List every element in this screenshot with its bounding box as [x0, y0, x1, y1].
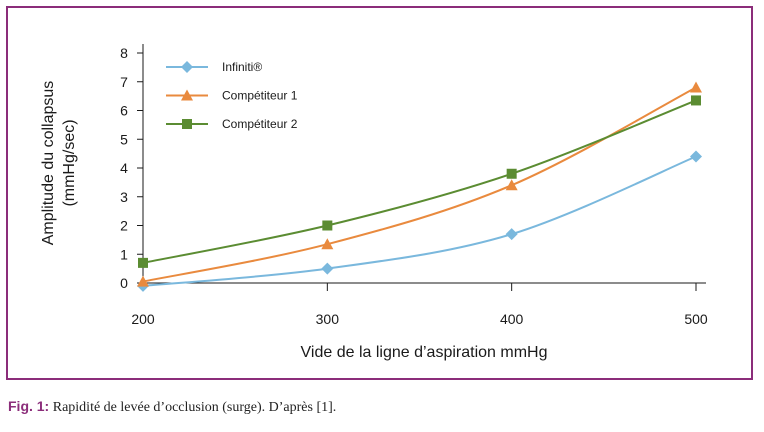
y-tick-label: 6: [120, 103, 128, 119]
data-point: [505, 179, 518, 191]
caption-label: Fig. 1:: [8, 398, 50, 414]
x-ticks: 200 300 400 500: [131, 283, 708, 327]
chart-axes: [142, 44, 706, 284]
series-group: [137, 81, 702, 292]
data-point: [505, 228, 518, 241]
y-tick-label: 2: [120, 218, 128, 234]
data-point: [690, 81, 702, 93]
data-point: [690, 150, 702, 163]
legend-label: Infiniti®: [222, 60, 262, 74]
y-tick-label: 0: [120, 275, 128, 291]
legend-marker: [182, 119, 192, 129]
x-tick-label: 200: [131, 311, 155, 327]
x-axis-title: Vide de la ligne d’aspiration mmHg: [301, 344, 548, 361]
series-line: [142, 99, 697, 264]
x-tick-label: 300: [316, 311, 340, 327]
x-tick-label: 400: [500, 311, 524, 327]
y-tick-label: 3: [120, 189, 128, 205]
data-point: [137, 275, 149, 287]
y-ticks: 0 1 2 3 4 5 6 7 8: [120, 45, 143, 291]
y-tick-label: 8: [120, 45, 128, 61]
y-tick-label: 7: [120, 74, 128, 90]
y-tick-label: 1: [120, 246, 128, 262]
y-axis-title-line1: Amplitude du collapsus: [40, 81, 57, 246]
legend-marker: [181, 89, 193, 101]
series-line: [142, 86, 697, 283]
data-point: [506, 168, 517, 179]
data-point: [322, 220, 333, 231]
legend-marker: [181, 61, 193, 73]
data-point: [691, 95, 701, 106]
y-axis-title-line2: (mmHg/sec): [61, 119, 78, 206]
figure-caption: Fig. 1: Rapidité de levée d’occlusion (s…: [8, 398, 336, 416]
legend-label: Compétiteur 1: [222, 89, 298, 103]
x-tick-label: 500: [684, 311, 708, 327]
y-tick-label: 4: [120, 160, 128, 176]
line-chart: 0 1 2 3 4 5 6 7 8 200 300 400 500 Infiniti® Compétit…: [40, 44, 708, 361]
legend: Infiniti® Compétiteur 1 Compétiteur 2: [166, 60, 298, 131]
series-line: [142, 155, 697, 287]
caption-text: Rapidité de levée d’occlusion (surge). D…: [52, 400, 337, 415]
figure-frame: [6, 6, 753, 380]
y-tick-label: 5: [120, 131, 128, 147]
data-point: [138, 257, 148, 268]
data-point: [321, 262, 334, 275]
legend-label: Compétiteur 2: [222, 117, 298, 131]
data-point: [321, 238, 334, 250]
